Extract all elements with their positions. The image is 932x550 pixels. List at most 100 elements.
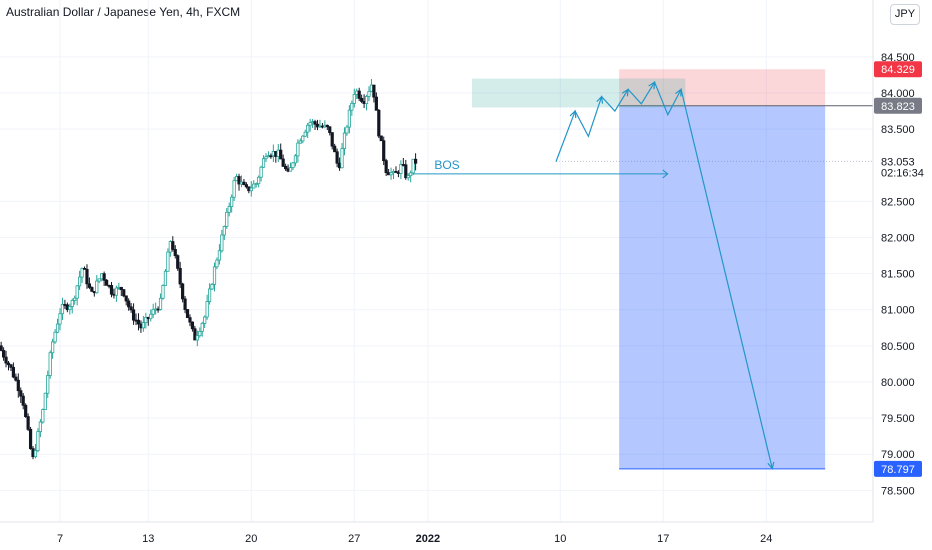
candle-body [144, 316, 148, 323]
time-tick-label: 20 [245, 533, 257, 545]
candle-body [80, 267, 84, 278]
candle-body [318, 125, 322, 128]
candle-body [252, 183, 256, 189]
candle-body [313, 121, 317, 125]
candle-body [46, 375, 50, 394]
candle-body [166, 251, 170, 272]
candle-body [266, 155, 271, 158]
candle-body [220, 234, 224, 252]
candle-body [107, 284, 111, 287]
path-arrowhead [569, 109, 577, 119]
annotations[interactable]: BOS [413, 80, 775, 470]
candle-body [26, 416, 30, 430]
take-profit-zone [619, 105, 826, 469]
candle-body [178, 267, 182, 285]
candle-body [345, 126, 349, 134]
candle-body [237, 176, 241, 185]
candle-body [112, 293, 116, 296]
candle-body [350, 102, 354, 111]
price-tick-label: 83.053 [881, 156, 915, 168]
time-tick-label: 13 [142, 533, 154, 545]
candle-body [53, 331, 57, 343]
candle-body [210, 284, 214, 290]
countdown-label: 02:16:34 [881, 167, 924, 179]
candle-body [281, 158, 285, 167]
candle-body [293, 155, 298, 164]
candle-body [291, 162, 295, 169]
candle-body [232, 180, 236, 198]
candle-body [230, 196, 234, 207]
candle-body [239, 181, 244, 185]
candle-body [320, 125, 325, 128]
candle-body [298, 140, 302, 144]
candle-body [325, 124, 329, 128]
candle-body [16, 379, 20, 392]
candle-body [340, 148, 344, 169]
time-tick-label: 7 [57, 533, 63, 545]
candle-body [389, 172, 393, 176]
price-tick-label: 80.000 [881, 377, 915, 389]
time-tick-label: 2022 [416, 533, 440, 545]
candle-body [95, 280, 99, 294]
time-axis[interactable]: 7 13 20 27 2022 10 17 24 [0, 521, 873, 545]
price-axis[interactable]: 84.500 84.000 83.500 83.053 82.500 82.000 81.5… [872, 0, 924, 522]
candle-body [134, 319, 138, 322]
candle-body [85, 268, 89, 285]
candle-body [87, 283, 92, 288]
candle-body [109, 285, 114, 295]
candle-body [122, 289, 126, 297]
candle-body [203, 316, 207, 324]
candle-body [308, 122, 312, 126]
candle-body [364, 96, 369, 104]
candle-body [28, 428, 33, 450]
candle-body [330, 132, 334, 147]
candle-body [100, 273, 104, 280]
candle-body [58, 313, 62, 325]
candle-body [36, 431, 40, 452]
candle-body [158, 297, 163, 310]
candle-body [127, 300, 131, 308]
candle-body [222, 226, 226, 236]
price-tick-label: 82.500 [881, 196, 915, 208]
candle-body [306, 124, 310, 133]
position-zones[interactable] [472, 69, 873, 470]
candle-body [215, 259, 219, 268]
candle-body [171, 241, 175, 250]
candle-body [151, 308, 155, 315]
candle-body [377, 109, 381, 137]
candle-body [139, 323, 143, 329]
candle-body [161, 285, 165, 299]
candle-body [286, 168, 290, 172]
candle-body [227, 206, 231, 213]
candle-body [181, 283, 185, 300]
candle-body [65, 304, 69, 311]
price-tick-label: 84.500 [881, 52, 915, 64]
candle-body [163, 270, 168, 286]
candle-body [257, 176, 261, 185]
price-tick-label: 84.000 [881, 88, 915, 100]
candle-body [369, 84, 374, 92]
candle-body [391, 170, 396, 174]
currency-button[interactable]: JPY [890, 4, 920, 25]
stop-price-label: 84.329 [881, 64, 915, 76]
supply-zone [472, 78, 686, 108]
candle-body [288, 167, 293, 172]
candle-body [78, 276, 82, 287]
bos-label: BOS [434, 158, 459, 172]
candle-body [335, 151, 339, 164]
price-tick-label: 79.500 [881, 413, 915, 425]
candle-body [394, 170, 398, 173]
candle-body [38, 421, 42, 433]
bos-arrowhead [662, 169, 669, 179]
stop-price-label-bg [874, 61, 922, 78]
candle-body [396, 172, 401, 174]
candle-body [406, 175, 410, 179]
candle-body [310, 121, 315, 124]
candle-body [90, 287, 94, 292]
candle-body [323, 124, 327, 128]
candle-body [379, 135, 383, 142]
candle-body [374, 96, 378, 111]
candle-body [205, 301, 209, 318]
candle-body [33, 450, 38, 458]
